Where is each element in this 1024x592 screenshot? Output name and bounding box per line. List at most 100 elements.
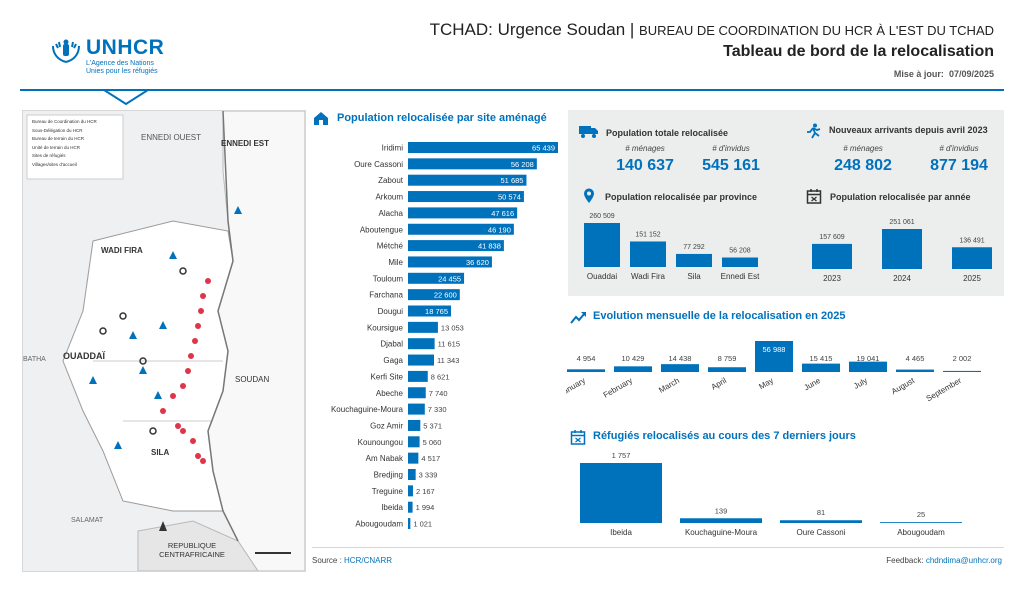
- year-value-label: 251 061: [889, 219, 914, 226]
- arrivals-menages-label: # ménages: [843, 144, 883, 153]
- totals-title: Population totale relocalisée: [606, 128, 729, 138]
- monthly-bar: [614, 366, 652, 372]
- site-category-label: Djabal: [380, 340, 403, 349]
- site-value-label: 11 615: [438, 340, 460, 349]
- running-person-icon: [807, 123, 821, 139]
- logo-line2: Unies pour les réfugiés: [86, 68, 158, 75]
- page-title: TCHAD: Urgence Soudan | BUREAU DE COORDI…: [330, 20, 994, 40]
- year-bar: [812, 243, 852, 269]
- monthly-category-label: February: [602, 376, 634, 400]
- map-svg: [23, 111, 305, 571]
- province-bar: [584, 223, 620, 267]
- year-bar: [882, 229, 922, 269]
- house-icon: [314, 112, 328, 125]
- site-value-label: 1 994: [416, 503, 435, 512]
- year-title: Population relocalisée par année: [830, 192, 971, 202]
- source-label: Source :: [312, 556, 345, 565]
- site-category-label: Kerfi Site: [371, 372, 404, 381]
- source-value: HCR/CNARR: [344, 556, 393, 565]
- site-value-label: 56 208: [511, 160, 534, 169]
- monthly-value-label: 19 041: [857, 354, 880, 363]
- weekly-category-label: Oure Cassoni: [797, 528, 846, 537]
- site-value-label: 5 060: [423, 438, 442, 447]
- weekly-value-label: 81: [817, 508, 825, 517]
- site-value-label: 51 685: [501, 176, 524, 185]
- province-bar: [722, 257, 758, 267]
- province-title: Population relocalisée par province: [605, 192, 758, 202]
- map-label-ennedi-ouest: ENNEDI OUEST: [141, 133, 202, 142]
- site-category-label: Kounoungou: [358, 438, 403, 447]
- date-label: Mise à jour:: [893, 69, 944, 79]
- weekly-value-label: 139: [715, 506, 728, 515]
- map-label-sila: SILA: [151, 448, 170, 457]
- site-category-label: Koursigue: [367, 323, 404, 332]
- monthly-category-label: January: [566, 376, 587, 398]
- date-value: 07/09/2025: [948, 69, 994, 79]
- legend-item: Bureau de terrain du HCR: [32, 136, 85, 141]
- arrivals-menages-value: 248 802: [834, 157, 892, 174]
- site-value-label: 11 343: [437, 356, 459, 365]
- monthly-title: Evolution mensuelle de la relocalisation…: [593, 310, 846, 322]
- map-label-rca: REPUBLIQUE CENTRAFRICAINE: [159, 541, 225, 559]
- site-value-label: 65 439: [532, 144, 555, 153]
- arrivals-individus-label: # d'invidius: [939, 144, 979, 153]
- monthly-value-label: 56 988: [763, 345, 786, 354]
- weekly-bar-chart: 1 757 Ibeida 139 Kouchaguine-Moura 81 Oure Ca…: [580, 451, 962, 537]
- header-rule: [20, 89, 1004, 91]
- monthly-category-label: June: [802, 376, 822, 393]
- site-category-label: Farchana: [369, 291, 403, 300]
- site-value-label: 22 600: [434, 291, 457, 300]
- site-bar: [408, 518, 411, 530]
- site-category-label: Treguine: [372, 487, 404, 496]
- monthly-category-label: May: [757, 376, 775, 391]
- legend-item: Sites de réfugiés: [32, 153, 66, 158]
- monthly-bar: [802, 363, 840, 372]
- logo-name: UNHCR: [86, 36, 165, 59]
- totals-menages-label: # ménages: [625, 144, 665, 153]
- site-value-label: 5 371: [423, 421, 442, 430]
- site-category-label: Goz Amir: [370, 421, 403, 430]
- site-value-label: 3 339: [419, 471, 438, 480]
- weekly-title: Réfugiés relocalisés au cours des 7 dern…: [593, 430, 856, 442]
- calendar-x-icon: [570, 430, 586, 445]
- monthly-value-label: 15 415: [810, 354, 833, 363]
- title-main: TCHAD: Urgence Soudan |: [429, 20, 640, 39]
- year-category-label: 2024: [893, 274, 911, 283]
- footer-source: Source : HCR/CNARR: [312, 556, 392, 565]
- site-chart-title: Population relocalisée par site aménagé: [337, 112, 547, 124]
- site-bar: [408, 158, 537, 170]
- monthly-value-label: 14 438: [669, 354, 692, 363]
- feedback-email-link[interactable]: chdndima@unhcr.org: [925, 556, 1002, 565]
- logo-line1: L'Agence des Nations: [86, 60, 154, 67]
- map-legend: Bureau de Coordination du HCR Sous-Délég…: [32, 118, 97, 169]
- feedback-label: Feedback:: [886, 556, 926, 565]
- province-category-label: Ouaddai: [587, 272, 617, 281]
- year-category-label: 2023: [823, 274, 841, 283]
- monthly-bar: [896, 369, 934, 372]
- weekly-bar: [680, 518, 762, 523]
- site-value-label: 18 765: [425, 307, 448, 316]
- monthly-category-label: September: [925, 376, 964, 404]
- arrivals-title: Nouveaux arrivants depuis avril 2023: [829, 125, 988, 135]
- relocation-map: Bureau de Coordination du HCR Sous-Délég…: [22, 110, 306, 572]
- site-bar: [408, 207, 518, 219]
- province-category-label: Sila: [687, 272, 701, 281]
- trend-up-icon: [570, 312, 586, 324]
- monthly-bar: [567, 369, 605, 372]
- site-category-label: Gaga: [383, 356, 403, 365]
- year-category-label: 2025: [963, 274, 981, 283]
- site-category-label: Métché: [377, 242, 404, 251]
- site-value-label: 7 330: [428, 405, 447, 414]
- site-bar-chart: Iridimi 65 439 Oure Cassoni 56 208 Zabout 51 …: [331, 142, 558, 530]
- site-bar: [408, 354, 435, 366]
- map-label-batha: BATHA: [23, 356, 46, 363]
- site-value-label: 46 190: [488, 225, 511, 234]
- site-bar: [408, 387, 426, 399]
- monthly-value-label: 2 002: [953, 354, 972, 363]
- site-bar: [408, 469, 416, 480]
- monthly-value-label: 10 429: [622, 354, 645, 363]
- province-value-label: 151 152: [635, 231, 660, 238]
- update-date: Mise à jour: 07/09/2025: [894, 69, 994, 79]
- site-value-label: 7 740: [429, 389, 448, 398]
- site-bar: [408, 256, 492, 268]
